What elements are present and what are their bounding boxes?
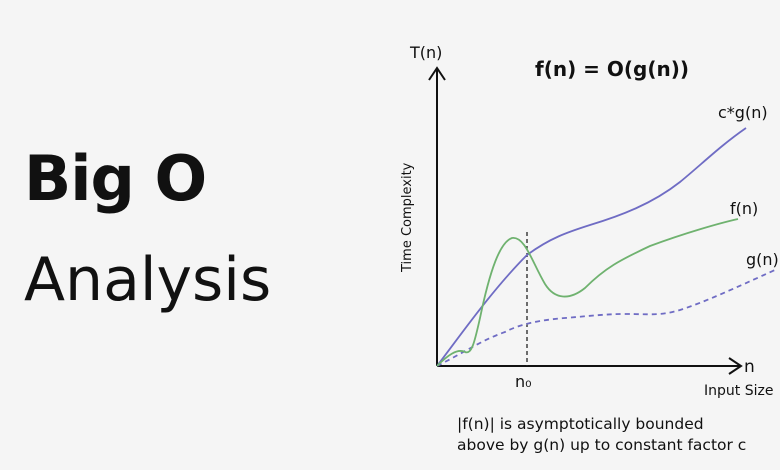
caption: |f(n)| is asymptotically bounded above b… [457, 414, 779, 456]
title-big-o: Big O [24, 142, 207, 215]
curve-c-g-n [436, 127, 747, 367]
axes [428, 66, 743, 375]
curve-label-g-n: g(n) [746, 250, 779, 269]
curve-label-c-g-n: c*g(n) [718, 103, 768, 122]
n0-label: n₀ [515, 372, 532, 391]
y-axis-symbol: T(n) [409, 43, 442, 62]
x-axis-symbol: n [744, 357, 755, 377]
curve-f-n [436, 218, 739, 367]
equation-label: f(n) = O(g(n)) [535, 57, 689, 81]
curve-label-f-n: f(n) [730, 199, 758, 218]
x-axis-arrow [728, 357, 743, 375]
caption-line-1: |f(n)| is asymptotically bounded [457, 415, 704, 433]
title-analysis: Analysis [24, 245, 272, 315]
caption-line-2: above by g(n) up to constant factor c [457, 436, 747, 454]
x-axis-label: Input Size [704, 383, 773, 399]
y-axis-label: Time Complexity [400, 162, 415, 273]
y-axis-arrow [428, 66, 446, 81]
